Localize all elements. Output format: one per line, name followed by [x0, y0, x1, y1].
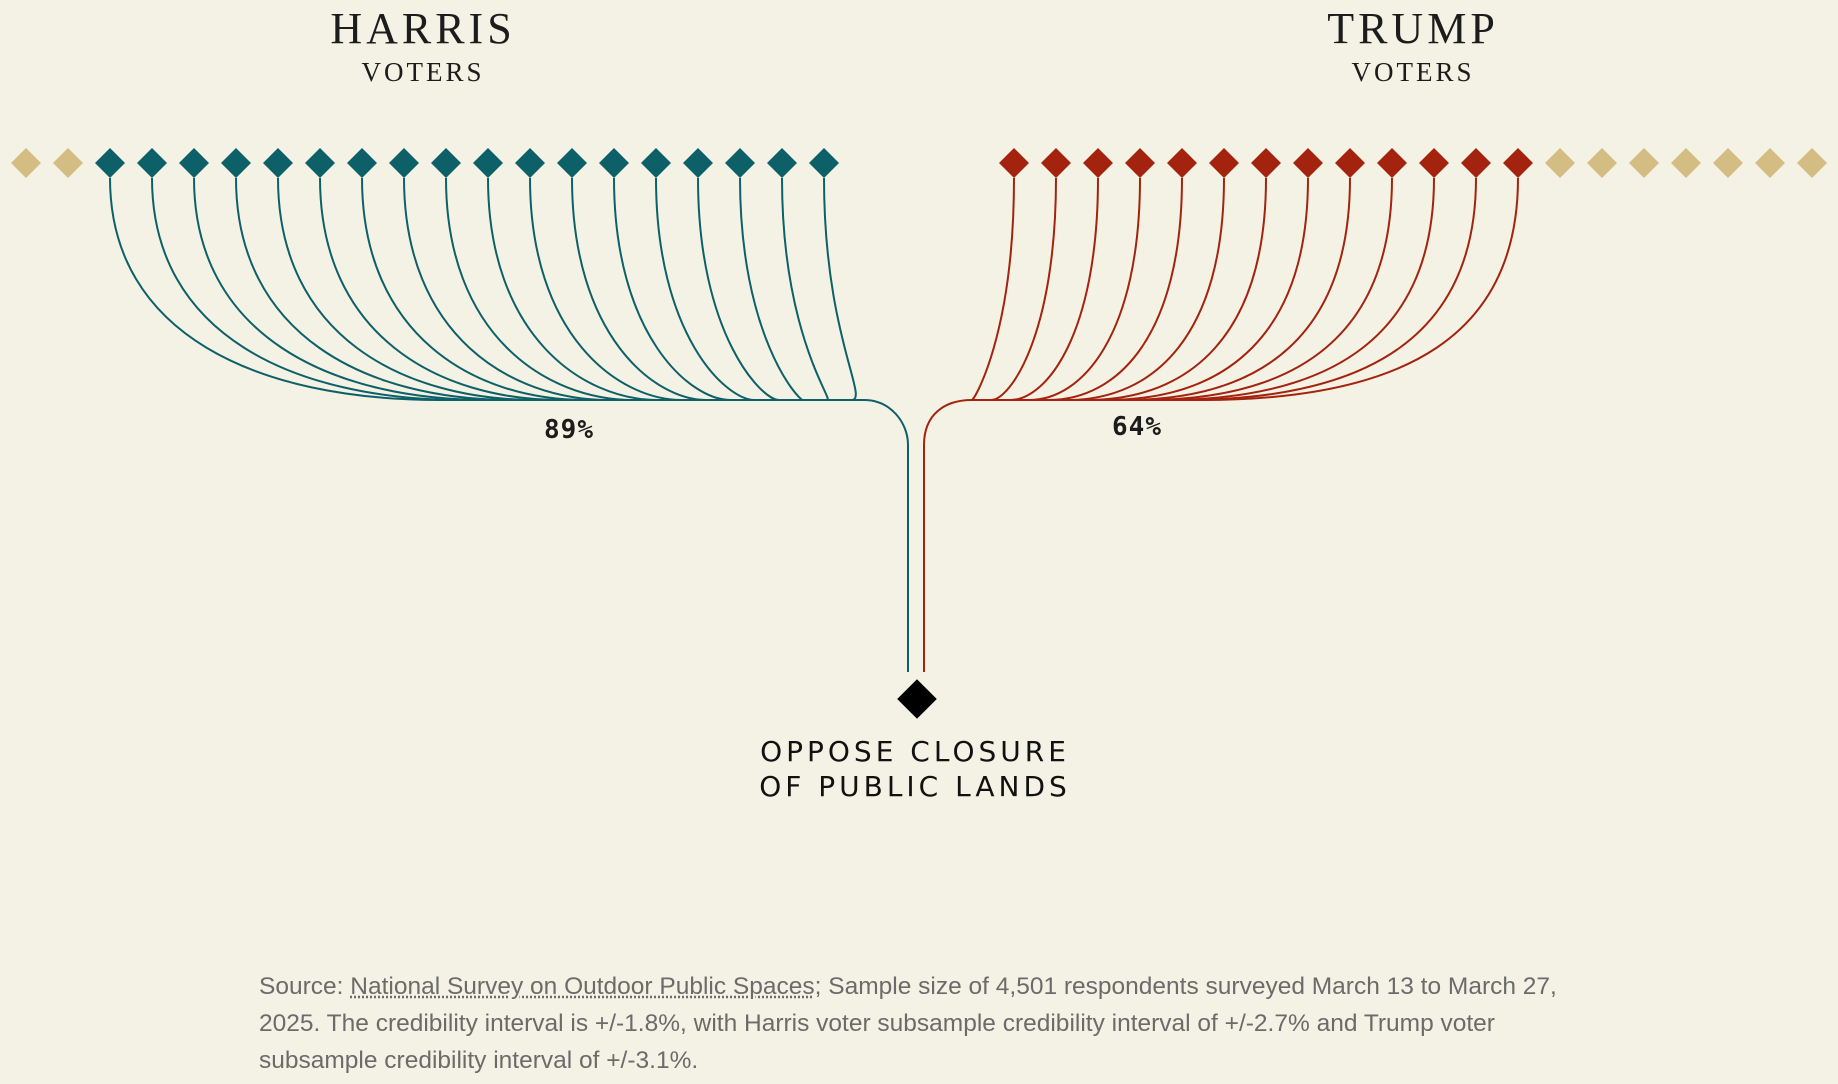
harris-diamond-filled: [767, 148, 797, 178]
trump-diamond-empty: [1671, 148, 1701, 178]
trump-diamond-filled: [999, 148, 1029, 178]
source-prefix: Source:: [259, 973, 351, 1000]
trump-flow-line: [972, 177, 1519, 401]
trump-flow-line: [972, 177, 1057, 401]
trump-flow-line: [972, 177, 1141, 401]
harris-diamond-filled: [725, 148, 755, 178]
source-note: Source: National Survey on Outdoor Publi…: [259, 968, 1579, 1079]
trump-percent-label: 64%: [1112, 412, 1162, 442]
trump-diamond-empty: [1545, 148, 1575, 178]
trump-flow-line: [972, 177, 1225, 401]
harris-diamond-row: [11, 148, 839, 178]
trump-diamond-empty: [1797, 148, 1827, 178]
target-label: OPPOSE CLOSURE OF PUBLIC LANDS: [715, 734, 1115, 804]
harris-diamond-filled: [431, 148, 461, 178]
harris-diamond-filled: [473, 148, 503, 178]
harris-diamond-filled: [95, 148, 125, 178]
trump-diamond-filled: [1461, 148, 1491, 178]
trump-diamond-filled: [1293, 148, 1323, 178]
harris-flow-line: [487, 177, 864, 401]
trump-diamond-filled: [1503, 148, 1533, 178]
harris-diamond-filled: [641, 148, 671, 178]
trump-flow-line: [971, 177, 1015, 401]
harris-diamond-filled: [389, 148, 419, 178]
harris-diamond-filled: [263, 148, 293, 178]
trump-diamond-filled: [1419, 148, 1449, 178]
harris-flow-line: [235, 177, 864, 401]
harris-diamond-filled: [179, 148, 209, 178]
trump-diamond-filled: [1125, 148, 1155, 178]
harris-flow-line: [739, 177, 864, 401]
trump-diamond-empty: [1755, 148, 1785, 178]
harris-diamond-filled: [599, 148, 629, 178]
trump-voters-heading: TRUMP VOTERS: [1263, 4, 1563, 90]
harris-percent-label: 89%: [544, 415, 594, 445]
trump-diamond-filled: [1251, 148, 1281, 178]
harris-subtitle: VOTERS: [361, 57, 485, 87]
trump-diamond-filled: [1377, 148, 1407, 178]
trump-flow-line: [972, 177, 1099, 401]
harris-diamond-filled: [557, 148, 587, 178]
harris-diamond-filled: [305, 148, 335, 178]
trump-title: TRUMP: [1327, 4, 1499, 53]
harris-trunk-line: [863, 399, 909, 672]
harris-flow-line: [529, 177, 864, 401]
harris-flow-line: [277, 177, 864, 401]
harris-flow-line: [445, 177, 864, 401]
trump-diamond-filled: [1041, 148, 1071, 178]
harris-flow-line: [361, 177, 864, 401]
trump-flow-line: [972, 177, 1393, 401]
trump-subtitle: VOTERS: [1351, 57, 1475, 87]
harris-diamond-filled: [809, 148, 839, 178]
harris-flow-line: [571, 177, 864, 401]
harris-flow-line: [151, 177, 864, 401]
trump-flow-line: [972, 177, 1477, 401]
trump-diamond-empty: [1587, 148, 1617, 178]
harris-diamond-filled: [347, 148, 377, 178]
harris-voters-heading: HARRIS VOTERS: [273, 4, 573, 90]
harris-flow-line: [403, 177, 864, 401]
trump-diamond-empty: [1629, 148, 1659, 178]
harris-diamond-filled: [515, 148, 545, 178]
source-text: ; Sample size of 4,501 respondents surve…: [259, 973, 1557, 1074]
harris-title: HARRIS: [330, 4, 516, 53]
harris-diamond-filled: [221, 148, 251, 178]
trump-diamond-filled: [1083, 148, 1113, 178]
target-diamond-icon: [897, 679, 937, 719]
harris-flow-line: [781, 177, 864, 401]
harris-flow-line: [655, 177, 864, 401]
harris-flow-lines: [109, 177, 909, 672]
trump-diamond-row: [999, 148, 1827, 178]
harris-diamond-filled: [137, 148, 167, 178]
harris-flow-line: [319, 177, 864, 401]
harris-flow-line: [823, 177, 864, 401]
trump-diamond-filled: [1335, 148, 1365, 178]
harris-diamond-empty: [11, 148, 41, 178]
trump-flow-line: [972, 177, 1435, 401]
trump-flow-lines: [923, 177, 1519, 672]
trump-diamond-filled: [1167, 148, 1197, 178]
target-label-line-1: OPPOSE CLOSURE: [760, 735, 1070, 768]
trump-trunk-line: [923, 399, 973, 672]
trump-diamond-empty: [1713, 148, 1743, 178]
trump-flow-line: [972, 177, 1267, 401]
target-label-line-2: OF PUBLIC LANDS: [759, 770, 1071, 803]
trump-diamond-filled: [1209, 148, 1239, 178]
trump-flow-line: [972, 177, 1183, 401]
trump-flow-line: [972, 177, 1309, 401]
harris-flow-line: [697, 177, 864, 401]
harris-flow-line: [193, 177, 864, 401]
harris-flow-line: [109, 177, 864, 401]
harris-diamond-filled: [683, 148, 713, 178]
trump-flow-line: [972, 177, 1351, 401]
harris-diamond-empty: [53, 148, 83, 178]
source-link[interactable]: National Survey on Outdoor Public Spaces: [350, 973, 815, 1000]
harris-flow-line: [613, 177, 864, 401]
